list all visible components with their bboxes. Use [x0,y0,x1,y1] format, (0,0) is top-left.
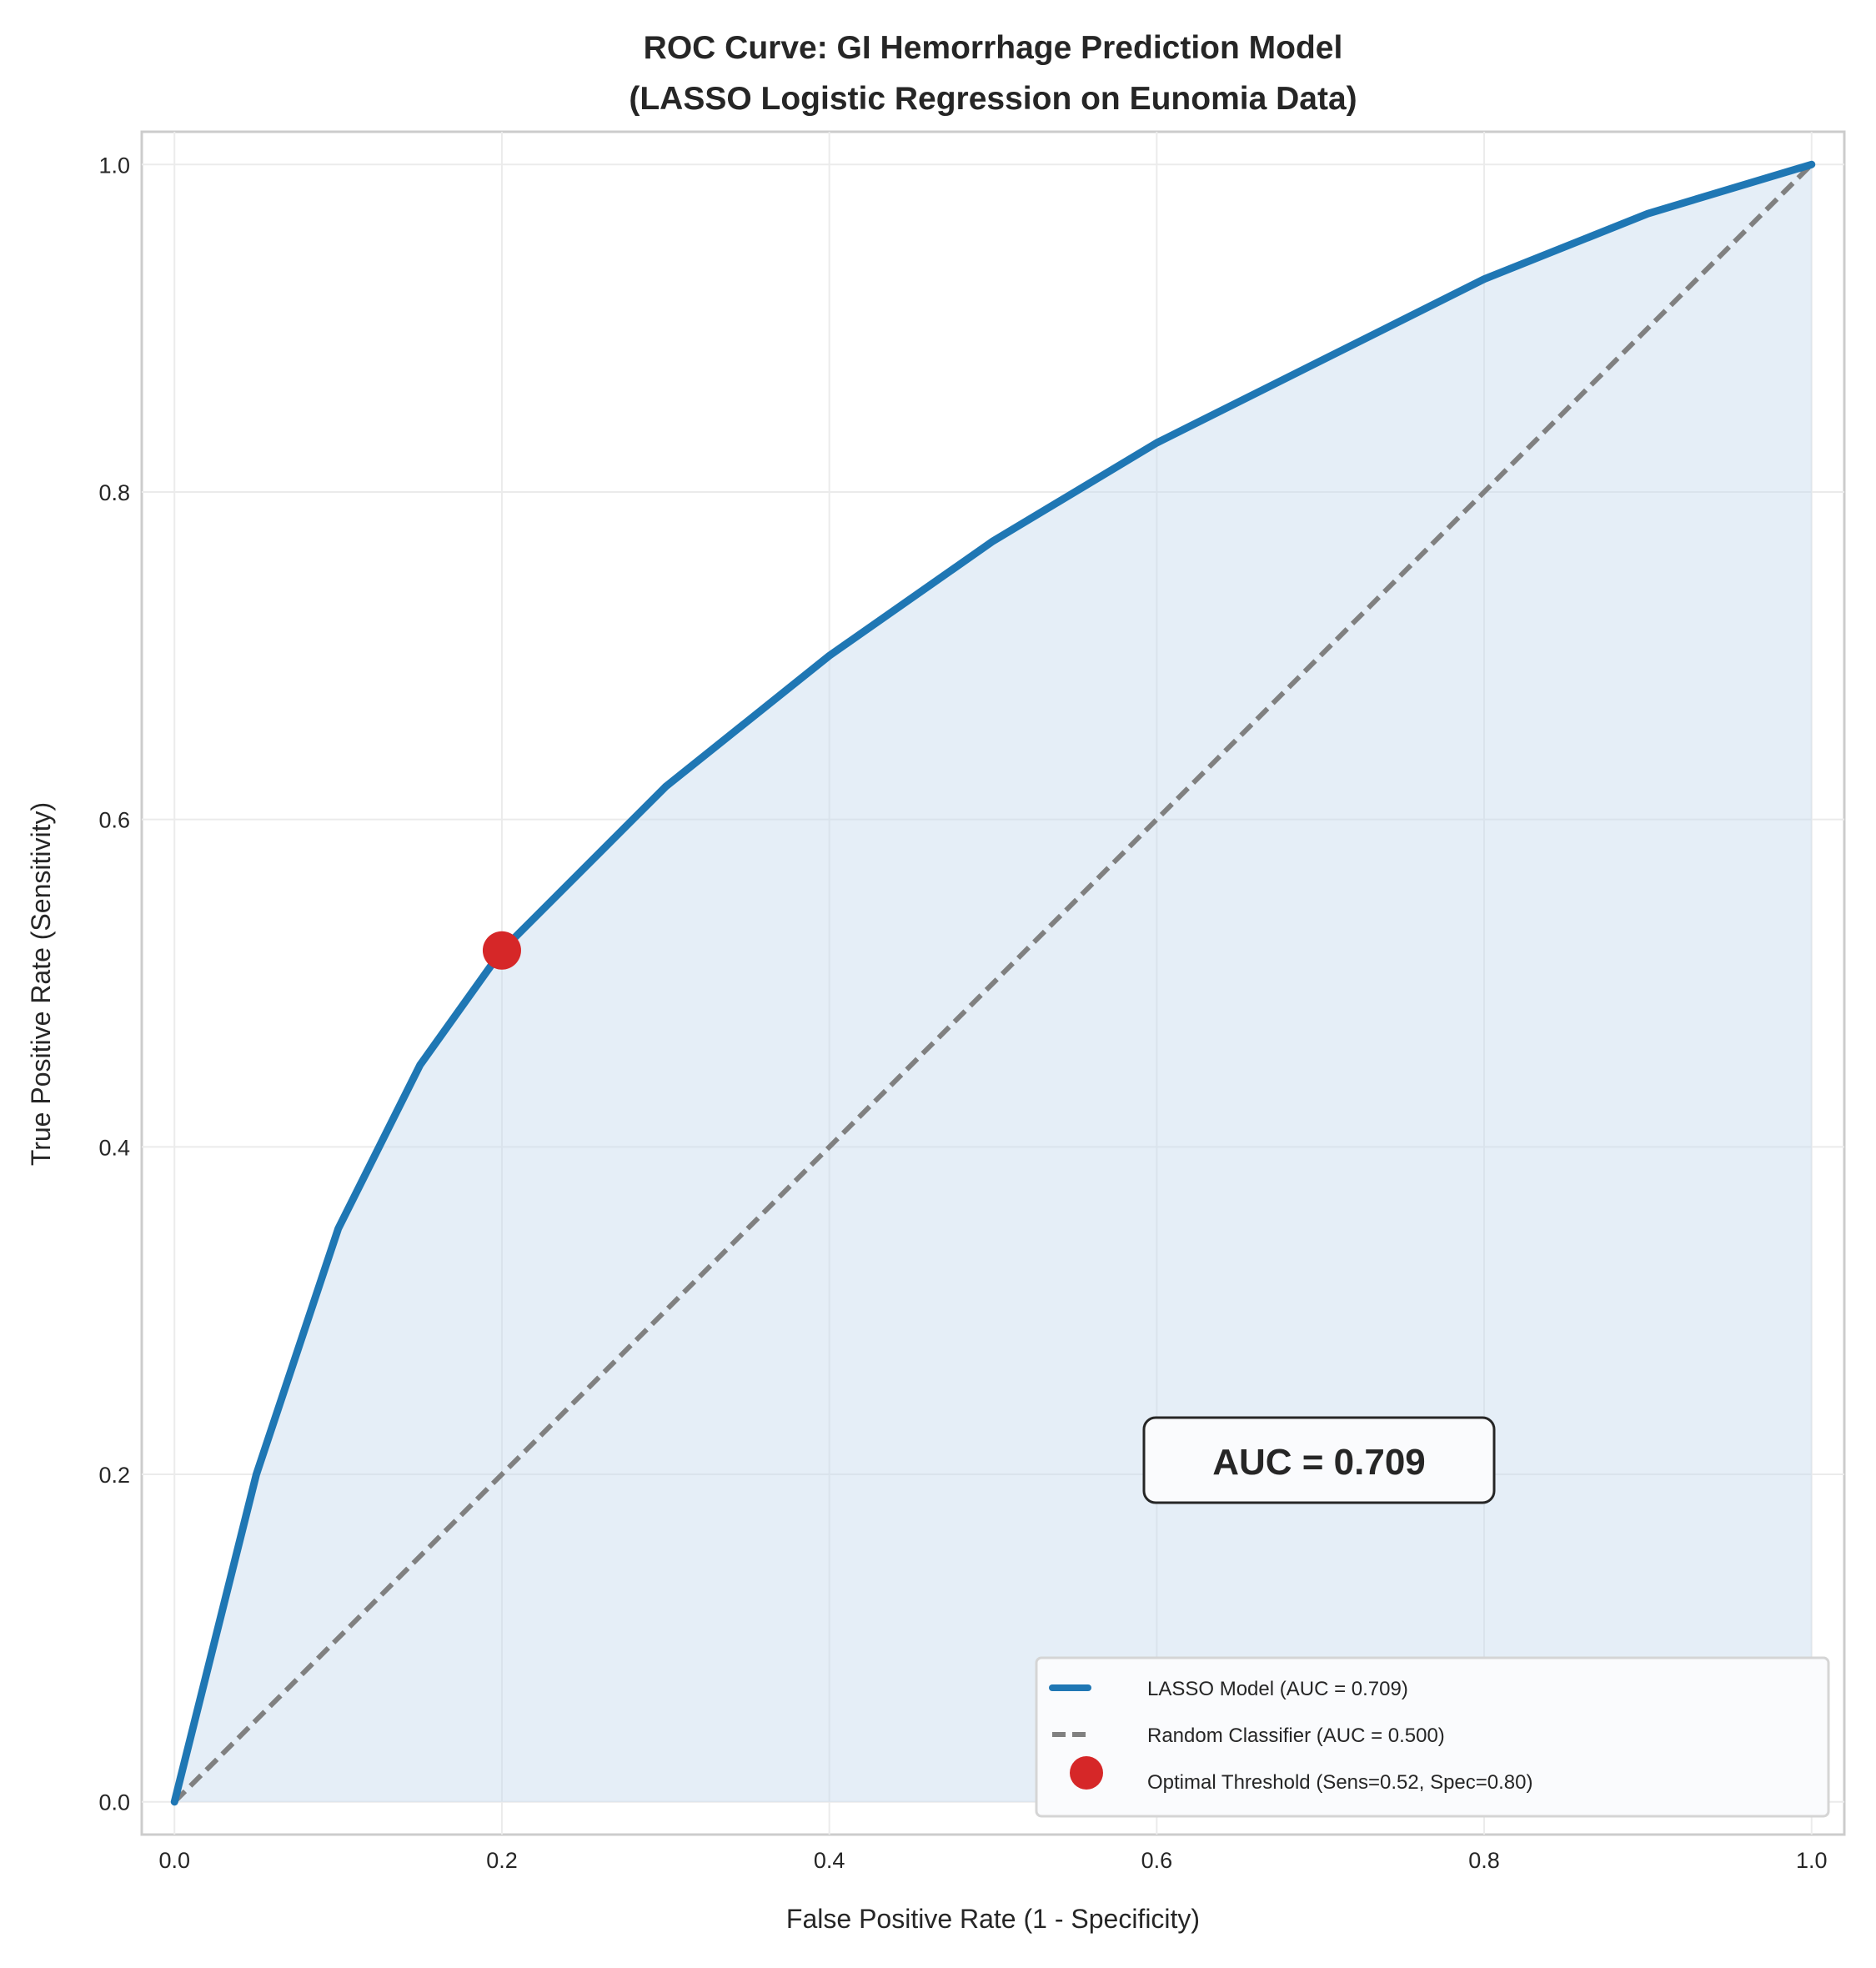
optimal-threshold-point [482,931,521,970]
x-tick-label: 0.4 [814,1848,845,1873]
random-classifier-line [173,163,1813,1804]
x-ticks: 0.0 0.2 0.4 0.6 0.8 1.0 [158,1848,1827,1873]
chart-title-line1: ROC Curve: GI Hemorrhage Prediction Mode… [644,30,1343,66]
x-axis-label: False Positive Rate (1 - Specificity) [786,1904,1200,1934]
legend-label-threshold: Optimal Threshold (Sens=0.52, Spec=0.80) [1147,1771,1533,1794]
auc-annotation-text: AUC = 0.709 [1212,1442,1426,1483]
y-tick-label: 0.4 [98,1135,130,1160]
y-ticks: 0.0 0.2 0.4 0.6 0.8 1.0 [98,153,130,1815]
y-tick-label: 0.2 [98,1463,130,1488]
x-tick-label: 0.8 [1468,1848,1500,1873]
y-axis-label: True Positive Rate (Sensitivity) [26,802,56,1166]
x-tick-label: 0.6 [1141,1848,1173,1873]
auc-annotation: AUC = 0.709 [1142,1416,1496,1504]
x-tick-label: 0.0 [158,1848,190,1873]
x-tick-label: 0.2 [486,1848,518,1873]
x-tick-label: 1.0 [1796,1848,1828,1873]
legend: LASSO Model (AUC = 0.709) Random Classif… [1035,1656,1830,1818]
y-tick-label: 0.6 [98,808,130,833]
chart-title-line2: (LASSO Logistic Regression on Eunomia Da… [629,81,1357,117]
legend-label-lasso: LASSO Model (AUC = 0.709) [1147,1678,1408,1700]
legend-swatch-threshold [1070,1756,1103,1790]
legend-label-random: Random Classifier (AUC = 0.500) [1147,1725,1445,1747]
y-tick-label: 0.0 [98,1790,130,1815]
y-tick-label: 1.0 [98,153,130,178]
series-lines [170,160,1816,1806]
lasso-roc-line [170,160,1816,1806]
y-tick-label: 0.8 [98,480,130,505]
